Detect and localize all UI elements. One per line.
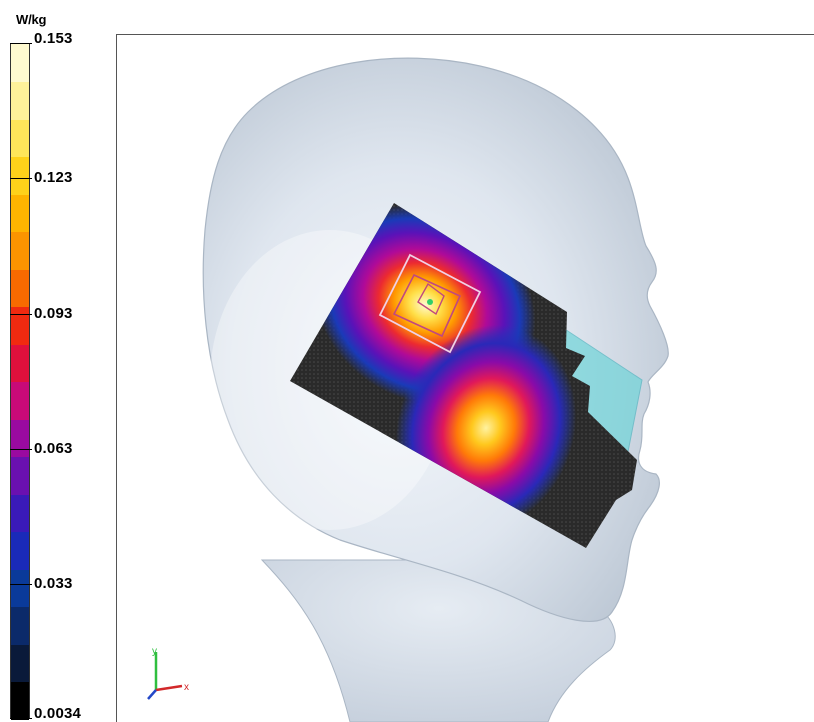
colorbar-band [11, 606, 29, 645]
colorbar-tick-label: 0.0034 [34, 705, 82, 722]
peak-location-marker [427, 299, 433, 305]
colorbar-band [11, 344, 29, 383]
zoom-square-middle [392, 273, 462, 338]
colorbar-tick-label: 0.033 [34, 575, 73, 593]
axis-triad: y x [147, 646, 189, 700]
colorbar-band [11, 119, 29, 158]
colorbar-tick [10, 313, 32, 315]
colorbar-band [11, 44, 29, 83]
zoom-scan-markers [378, 253, 482, 354]
colorbar-tick-label: 0.123 [34, 169, 73, 187]
colorbar-band [11, 381, 29, 420]
colorbar-band [11, 531, 29, 570]
colorbar-band [11, 156, 29, 195]
colorbar-tick [10, 449, 32, 451]
colorbar-band [11, 569, 29, 608]
colorbar-tick [10, 584, 32, 586]
colorbar-band [11, 419, 29, 458]
colorbar-band [11, 681, 29, 720]
colorbar-tick-label: 0.063 [34, 440, 73, 458]
colorbar-band [11, 194, 29, 233]
colorbar-tick-label: 0.153 [34, 30, 73, 47]
colorbar-band [11, 456, 29, 495]
zoom-square-outer [378, 253, 482, 354]
colorbar-band [11, 306, 29, 345]
colorbar-band [11, 81, 29, 120]
colorbar [10, 43, 30, 720]
colorbar-band [11, 644, 29, 683]
plot-frame [116, 34, 814, 722]
zoom-square-inner [417, 282, 445, 316]
colorbar-tick [10, 178, 32, 180]
colorbar-tick [10, 43, 32, 44]
colorbar-unit-label: W/kg [16, 12, 47, 27]
colorbar-tick-label: 0.093 [34, 304, 73, 322]
axis-triad-x-label: x [184, 682, 189, 693]
colorbar-tick [10, 718, 32, 719]
colorbar-band [11, 269, 29, 308]
colorbar-band [11, 231, 29, 270]
axis-triad-y-label: y [152, 646, 157, 657]
colorbar-band [11, 494, 29, 533]
